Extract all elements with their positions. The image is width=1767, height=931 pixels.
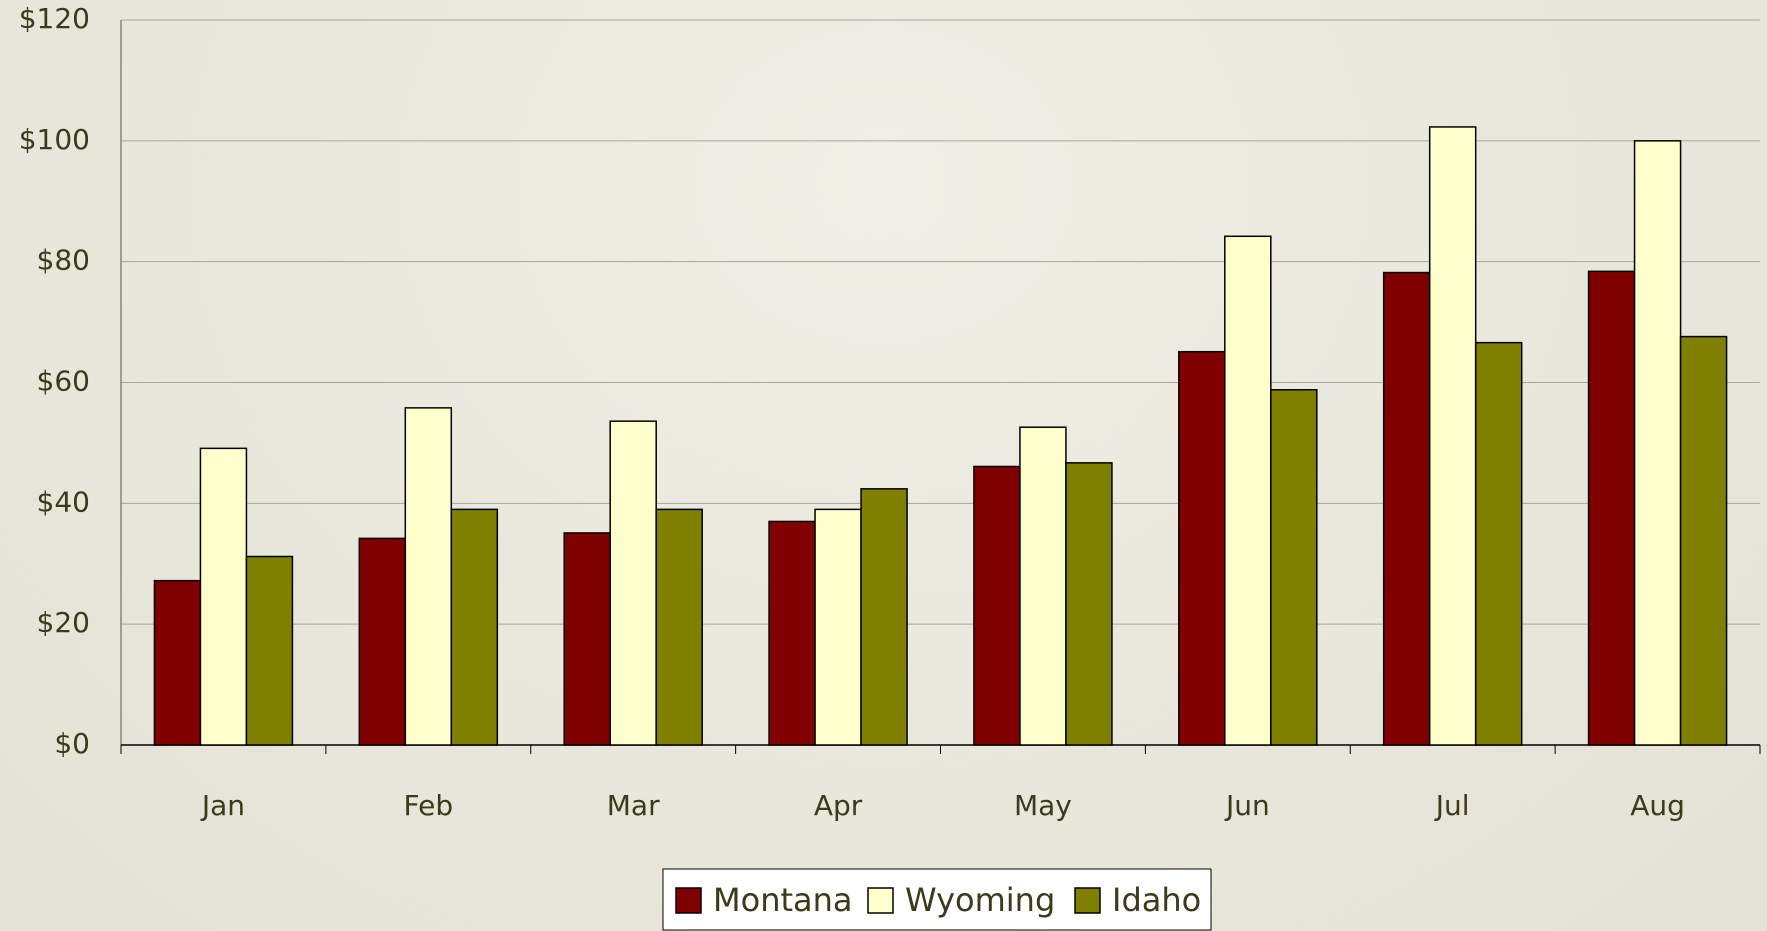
- bar: [1474, 341, 1523, 746]
- bar: [1587, 270, 1636, 746]
- bar: [358, 537, 407, 746]
- bar: [973, 465, 1021, 746]
- x-tick-label: Jan: [200, 789, 245, 822]
- bar: [609, 420, 657, 746]
- x-tick-label: Feb: [404, 789, 454, 822]
- x-tick-label: Aug: [1630, 789, 1685, 822]
- legend-label: Idaho: [1112, 881, 1201, 919]
- bar: [450, 508, 499, 746]
- bar: [1428, 126, 1477, 746]
- legend-box: [662, 868, 1212, 931]
- x-tick-label: Jun: [1224, 789, 1270, 822]
- y-tick-label: $20: [37, 606, 90, 639]
- x-tick-label: Jul: [1434, 789, 1470, 822]
- y-tick-label: $100: [19, 123, 90, 156]
- bar: [404, 407, 453, 746]
- y-tick-label: $120: [19, 2, 90, 35]
- bar: [768, 520, 816, 746]
- x-tick-label: Mar: [607, 789, 660, 822]
- y-tick-label: $40: [37, 485, 90, 518]
- legend-swatch: [867, 887, 894, 914]
- bar: [1633, 140, 1682, 746]
- bar: [199, 447, 248, 746]
- bar: [1382, 271, 1431, 746]
- bar: [1178, 350, 1226, 746]
- legend-label: Montana: [713, 881, 853, 919]
- bar: [860, 488, 908, 746]
- y-tick-label: $60: [37, 365, 90, 398]
- bar: [1224, 235, 1272, 746]
- bar: [655, 508, 703, 746]
- legend-label: Wyoming: [905, 881, 1055, 919]
- legend-swatch: [675, 887, 702, 914]
- legend-swatch: [1074, 887, 1101, 914]
- bar: [814, 508, 862, 746]
- bar: [1065, 462, 1113, 746]
- bar: [1270, 389, 1318, 746]
- bar: [153, 579, 202, 746]
- bar: [563, 532, 611, 746]
- bar: [245, 555, 294, 746]
- bar: [1679, 335, 1728, 746]
- bar: [1019, 426, 1067, 746]
- y-tick-label: $0: [54, 727, 90, 760]
- x-tick-label: May: [1014, 789, 1072, 822]
- y-tick-label: $80: [37, 244, 90, 277]
- x-tick-label: Apr: [814, 789, 863, 822]
